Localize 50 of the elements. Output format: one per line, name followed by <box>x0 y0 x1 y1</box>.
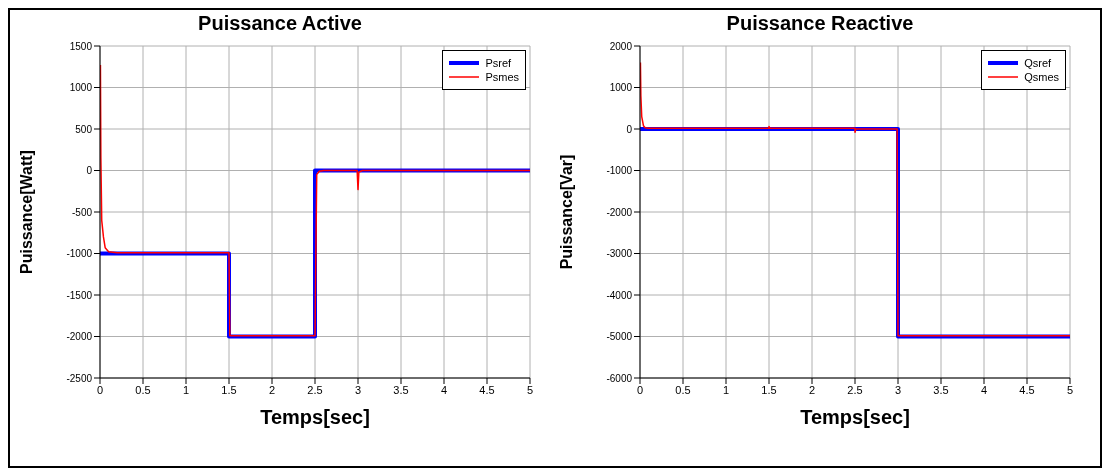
x-tick-label: 1 <box>182 383 190 396</box>
y-tick-label: -1000 <box>606 165 633 177</box>
x-axis-title: Temps[sec] <box>260 406 370 428</box>
chart-title: Puissance Reactive <box>725 12 915 35</box>
legend-label: Psref <box>485 57 512 69</box>
y-tick-label: -2500 <box>66 372 93 384</box>
x-tick-label: 2 <box>808 383 816 396</box>
y-tick-label: 500 <box>75 123 93 135</box>
y-tick-label: -1500 <box>66 289 93 301</box>
y-tick-label: 1500 <box>69 40 93 52</box>
legend-label: Qsref <box>1024 57 1052 69</box>
y-tick-label: -2000 <box>606 206 633 218</box>
y-tick-label: -1000 <box>66 248 93 260</box>
x-tick-label: 1.5 <box>221 383 237 396</box>
y-tick-label: -4000 <box>606 289 633 301</box>
y-tick-label: 1000 <box>69 82 93 94</box>
y-axis-title: Puissance[Watt] <box>17 150 35 274</box>
x-tick-label: 4 <box>980 383 988 396</box>
y-tick-label: 2000 <box>609 40 633 52</box>
legend-label: Psmes <box>485 71 519 83</box>
y-tick-label: -2000 <box>66 331 93 343</box>
y-tick-label: 0 <box>626 123 633 135</box>
x-tick-label: 3.5 <box>933 383 949 396</box>
x-tick-label: 2.5 <box>307 383 323 396</box>
y-tick-label: -3000 <box>606 248 633 260</box>
y-axis-title: Puissance[Var] <box>557 154 575 270</box>
x-tick-label: 2.5 <box>847 383 863 396</box>
y-tick-label: -500 <box>71 206 93 218</box>
x-axis-title: Temps[sec] <box>800 406 910 428</box>
x-tick-label: 0 <box>636 383 644 396</box>
x-tick-label: 2 <box>268 383 276 396</box>
x-tick-label: 4.5 <box>1019 383 1035 396</box>
x-tick-label: 1.5 <box>761 383 777 396</box>
x-tick-label: 0.5 <box>135 383 151 396</box>
y-tick-label: -6000 <box>606 372 633 384</box>
y-tick-label: 1000 <box>609 82 633 94</box>
x-tick-label: 0 <box>96 383 104 396</box>
chart-title: Puissance Active <box>197 12 363 35</box>
legend-label: Qsmes <box>1024 71 1059 83</box>
x-tick-label: 5 <box>526 383 534 396</box>
x-tick-label: 4.5 <box>479 383 495 396</box>
x-tick-label: 5 <box>1066 383 1074 396</box>
x-tick-label: 3 <box>354 383 362 396</box>
x-tick-label: 1 <box>722 383 730 396</box>
x-tick-label: 4 <box>440 383 448 396</box>
x-tick-label: 3 <box>894 383 902 396</box>
y-tick-label: 0 <box>86 165 93 177</box>
y-tick-label: -5000 <box>606 331 633 343</box>
x-tick-label: 3.5 <box>393 383 409 396</box>
x-tick-label: 0.5 <box>675 383 691 396</box>
